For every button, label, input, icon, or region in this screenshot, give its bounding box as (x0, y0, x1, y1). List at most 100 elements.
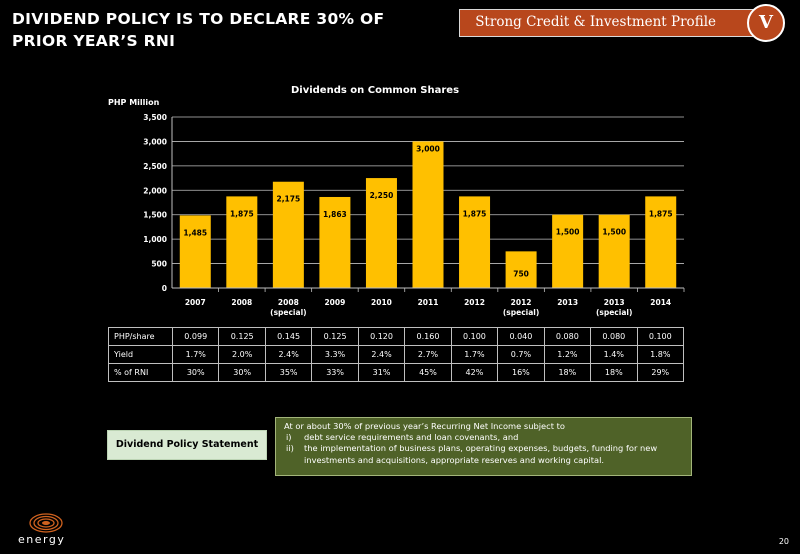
chart-title: Dividends on Common Shares (291, 85, 459, 96)
x-tick-label: 2010 (371, 298, 392, 307)
table-cell: 0.120 (357, 327, 406, 346)
x-tick-label: 2013 (557, 298, 578, 307)
table-cell: 3.3% (311, 345, 359, 364)
x-tick-label: (special) (270, 308, 306, 317)
section-label: Strong Credit & Investment Profile (475, 14, 716, 30)
chart-bars (179, 141, 677, 288)
x-tick-label: 2008 (231, 298, 252, 307)
table-cell: 2.4% (264, 345, 313, 364)
table-cell: 45% (404, 363, 452, 382)
table-cell: 18% (543, 363, 592, 382)
table-cell: 2.4% (357, 345, 406, 364)
table-cell: 0.7% (497, 345, 545, 364)
logo-wordmark: energy (18, 533, 66, 546)
policy-condition-text: the implementation of business plans, op… (304, 443, 658, 465)
bar-value-label: 750 (513, 269, 529, 278)
x-axis-ticks: 2007 2008 2008(special)2009 2010 2011 2012 201… (185, 288, 685, 317)
bar-value-label: 1,485 (183, 228, 207, 237)
policy-condition-text: debt service requirements and loan coven… (304, 432, 519, 443)
page-number: 20 (778, 537, 789, 546)
x-tick-label: 2008 (278, 298, 299, 307)
y-tick-label: 2,500 (143, 162, 167, 171)
policy-conditions-list: i) debt service requirements and loan co… (284, 432, 685, 466)
bar-value-label: 1,500 (556, 228, 580, 237)
bar-value-label: 2,250 (370, 191, 394, 200)
bar (505, 251, 537, 288)
policy-condition-number: i) (286, 432, 292, 443)
table-row: % of RNI 30% 30% 35% 33% 31% 45% 42% 16% 18% 18% 29… (108, 363, 685, 382)
x-tick-label: 2011 (418, 298, 439, 307)
policy-condition-item: ii) the implementation of business plans… (286, 443, 685, 465)
policy-statement-label: Dividend Policy Statement (107, 430, 267, 460)
x-tick-label: 2012 (511, 298, 532, 307)
table-cell: 0.125 (218, 327, 266, 346)
x-tick-label: (special) (503, 308, 539, 317)
table-cell: 33% (311, 363, 359, 382)
y-tick-label: 2,000 (143, 186, 167, 195)
bar (365, 178, 397, 288)
bar (552, 214, 584, 288)
table-cell: 35% (264, 363, 313, 382)
table-cell: 0.100 (636, 327, 685, 346)
table-cell: 2.7% (404, 345, 452, 364)
section-badge: V (747, 4, 785, 42)
bar-value-label: 1,500 (602, 228, 626, 237)
bar-value-label: 1,875 (463, 209, 487, 218)
bar (319, 196, 351, 288)
table-cell: 0.145 (264, 327, 313, 346)
table-cell: 30% (171, 363, 220, 382)
bar (459, 196, 491, 288)
y-tick-label: 1,000 (143, 235, 167, 244)
policy-condition-item: i) debt service requirements and loan co… (286, 432, 685, 443)
dividend-bar-chart: Dividends on Common Shares PHP Million 0… (108, 85, 685, 317)
table-cell: 16% (497, 363, 545, 382)
table-cell: 42% (450, 363, 499, 382)
x-tick-label: 2007 (185, 298, 206, 307)
row-label: % of RNI (108, 363, 173, 382)
bar-value-label: 1,875 (230, 209, 254, 218)
x-tick-label: 2012 (464, 298, 485, 307)
chart-gridlines (172, 116, 684, 264)
bar (645, 196, 677, 288)
table-cell: 0.099 (171, 327, 220, 346)
table-cell: 29% (636, 363, 685, 382)
table-cell: 18% (590, 363, 638, 382)
y-axis-label: PHP Million (108, 98, 160, 107)
x-tick-label: 2013 (604, 298, 625, 307)
table-row: Yield 1.7% 2.0% 2.4% 3.3% 2.4% 2.7% 1.7% 0.7% 1.2… (108, 345, 685, 364)
y-tick-label: 3,500 (143, 113, 167, 122)
policy-statement-box: At or about 30% of previous year’s Recur… (275, 417, 692, 476)
bar (598, 214, 630, 288)
chart-data-labels: 1,485 1,875 2,175 1,863 2,250 3,000 1,875 750 1,… (183, 144, 672, 278)
slide-title: DIVIDEND POLICY IS TO DECLARE 30% OF PRI… (12, 10, 385, 50)
bar (226, 196, 258, 288)
table-cell: 0.160 (404, 327, 452, 346)
row-label: Yield (108, 345, 173, 364)
table-cell: 0.080 (543, 327, 592, 346)
energy-logo-icon (29, 513, 63, 533)
dividend-metrics-table: PHP/share 0.099 0.125 0.145 0.125 0.120 0.160 0… (108, 327, 685, 382)
table-cell: 1.4% (590, 345, 638, 364)
table-cell: 1.7% (171, 345, 220, 364)
table-cell: 2.0% (218, 345, 266, 364)
table-cell: 31% (357, 363, 406, 382)
bar (412, 141, 444, 288)
x-tick-label: (special) (596, 308, 632, 317)
table-cell: 0.100 (450, 327, 499, 346)
table-cell: 1.7% (450, 345, 499, 364)
bar (179, 215, 211, 288)
table-cell: 0.040 (497, 327, 545, 346)
y-axis-ticks: 0 500 1,000 1,500 2,000 2,500 3,000 3,500 (143, 113, 173, 293)
row-label: PHP/share (108, 327, 173, 346)
bar-value-label: 3,000 (416, 144, 440, 153)
table-cell: 1.8% (636, 345, 685, 364)
table-cell: 0.125 (311, 327, 359, 346)
table-cell: 1.2% (543, 345, 592, 364)
policy-condition-number: ii) (286, 443, 294, 454)
bar-value-label: 1,875 (649, 209, 673, 218)
bar (272, 181, 304, 288)
y-tick-label: 0 (162, 284, 167, 293)
table-cell: 30% (218, 363, 266, 382)
x-tick-label: 2014 (650, 298, 671, 307)
x-tick-label: 2009 (324, 298, 345, 307)
